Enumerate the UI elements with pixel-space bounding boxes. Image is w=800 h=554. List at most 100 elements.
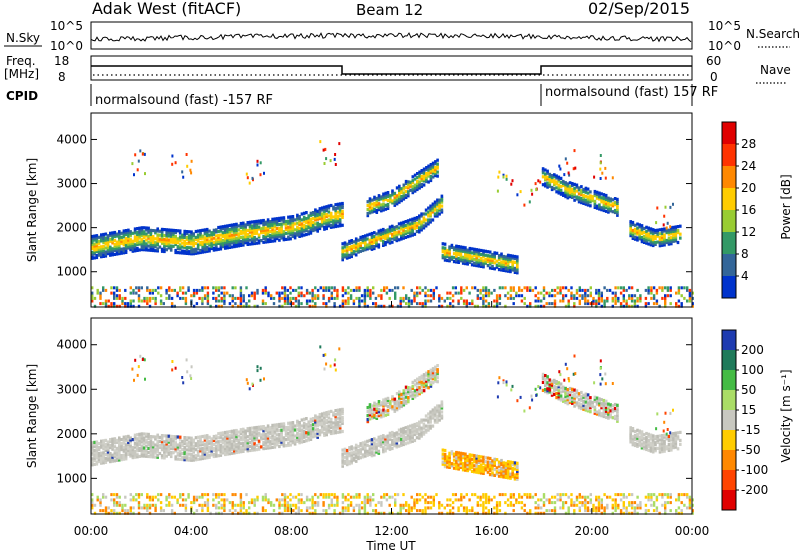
power-cell: [672, 225, 675, 229]
velocity-cell: [477, 469, 481, 473]
nsky-tick-top: 10^5: [50, 19, 83, 33]
velocity-cell: [459, 451, 463, 455]
power-cell: [544, 182, 547, 186]
power-cell: [593, 201, 597, 205]
velocity-cell: [120, 456, 123, 460]
velocity-cell: [409, 432, 412, 436]
power-cell: [582, 193, 585, 198]
power-cell: [160, 231, 164, 235]
power-cell: [493, 253, 496, 257]
power-cell: [644, 288, 648, 292]
power-cell: [647, 302, 650, 306]
power-cell: [302, 233, 306, 237]
power-cell: [395, 227, 399, 231]
power-cell: [349, 294, 353, 298]
velocity-cell: [93, 444, 96, 448]
power-cell: [573, 294, 576, 298]
power-cell: [120, 237, 123, 241]
power-cell: [208, 239, 211, 243]
power-cell: [425, 168, 428, 172]
velocity-cell: [511, 460, 514, 465]
power-cell: [194, 241, 198, 245]
power-cell: [334, 209, 337, 213]
power-cell: [122, 243, 126, 247]
velocity-cell: [291, 433, 295, 437]
velocity-cell: [163, 454, 166, 458]
velocity-cell: [411, 392, 415, 396]
power-cell: [111, 253, 114, 257]
velocity-cell: [235, 428, 238, 433]
power-cell: [370, 247, 374, 251]
power-cell: [167, 228, 171, 232]
power-cell: [102, 244, 105, 248]
velocity-cell: [228, 430, 232, 434]
power-cell: [573, 296, 576, 300]
power-cell: [429, 218, 432, 222]
velocity-cell: [208, 445, 211, 449]
power-cell: [515, 294, 518, 298]
velocity-cell: [516, 469, 519, 473]
power-cell: [137, 304, 141, 308]
power-cell: [361, 237, 365, 241]
velocity-cell: [434, 367, 437, 371]
velocity-cell: [113, 437, 117, 441]
velocity-cell: [242, 443, 245, 447]
power-cell: [129, 299, 132, 303]
power-cell: [357, 244, 360, 248]
velocity-cell: [273, 437, 277, 441]
power-cell: [201, 288, 204, 292]
velocity-cell: [406, 441, 410, 445]
power-cell: [323, 221, 326, 225]
power-cell: [597, 294, 601, 298]
power-cell: [151, 235, 155, 239]
velocity-cell: [300, 428, 304, 432]
power-cell: [341, 242, 344, 246]
velocity-cell: [102, 455, 105, 459]
velocity-cell: [332, 429, 335, 433]
power-cell: [600, 206, 603, 210]
power-cell: [261, 299, 265, 303]
power-cell: [502, 266, 505, 270]
power-cell: [402, 224, 405, 228]
power-cell: [398, 186, 401, 190]
power-cell: [246, 238, 250, 242]
velocity-cell: [264, 442, 268, 446]
power-cell: [558, 164, 561, 168]
power-cell: [303, 294, 306, 298]
power-cell: [111, 237, 114, 241]
velocity-cell: [309, 423, 313, 427]
power-cell: [688, 288, 692, 292]
power-cell: [100, 255, 103, 259]
velocity-cell: [309, 417, 313, 421]
power-cell: [448, 259, 451, 263]
power-cell: [309, 223, 313, 227]
velocity-cell: [557, 385, 561, 389]
power-cell: [282, 222, 286, 226]
power-cell: [670, 226, 673, 230]
power-cell: [109, 245, 112, 249]
velocity-cell: [237, 430, 241, 434]
power-cell: [165, 238, 168, 242]
power-cell: [334, 211, 337, 215]
power-cell: [438, 304, 441, 308]
power-cell: [571, 182, 574, 186]
power-cell: [316, 227, 319, 231]
power-cell: [526, 286, 529, 290]
power-cell: [482, 304, 485, 308]
power-cell: [564, 187, 567, 191]
velocity-cell: [450, 464, 454, 468]
power-cell: [273, 233, 277, 237]
power-cell: [336, 220, 340, 224]
power-cell: [380, 288, 383, 292]
velocity-cell: [398, 392, 401, 396]
velocity-cell: [500, 473, 503, 477]
cpid-label: CPID: [6, 89, 38, 103]
power-cell: [495, 294, 499, 298]
velocity-cell: [482, 469, 485, 473]
velocity-cell: [438, 412, 441, 416]
power-cell: [329, 159, 332, 163]
power-cell: [593, 203, 597, 207]
velocity-cell: [473, 470, 476, 474]
velocity-cell: [163, 434, 166, 438]
power-cell: [289, 227, 292, 231]
